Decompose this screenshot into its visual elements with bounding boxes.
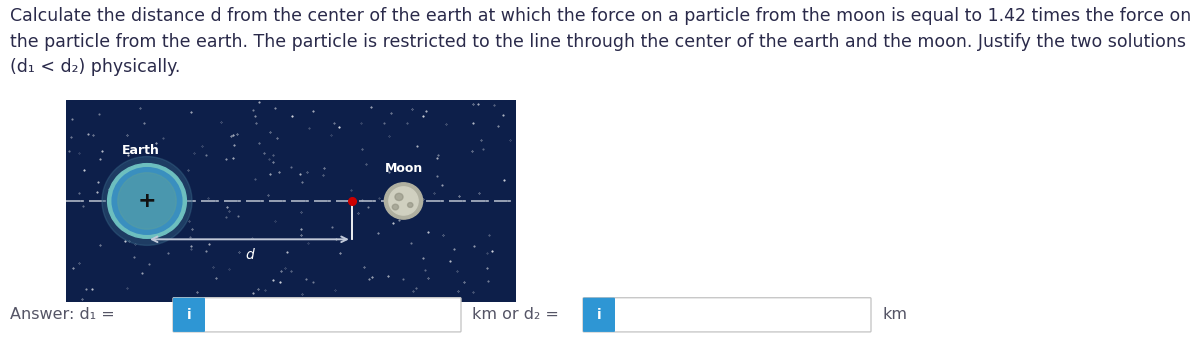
FancyBboxPatch shape	[583, 298, 616, 332]
Ellipse shape	[108, 164, 186, 238]
Text: Earth: Earth	[122, 144, 160, 157]
FancyBboxPatch shape	[173, 298, 205, 332]
Text: +: +	[138, 191, 156, 211]
Text: km: km	[882, 307, 907, 322]
Ellipse shape	[392, 204, 398, 210]
Text: i: i	[596, 308, 601, 322]
Text: km or d₂ =: km or d₂ =	[472, 307, 559, 322]
Text: Moon: Moon	[384, 162, 422, 175]
Ellipse shape	[102, 157, 192, 245]
Text: d: d	[245, 248, 253, 262]
Ellipse shape	[395, 193, 403, 200]
Text: Calculate the distance d from the center of the earth at which the force on a pa: Calculate the distance d from the center…	[10, 7, 1190, 76]
Ellipse shape	[112, 168, 182, 234]
FancyBboxPatch shape	[173, 298, 461, 332]
Text: Answer: d₁ =: Answer: d₁ =	[10, 307, 115, 322]
Ellipse shape	[118, 173, 176, 229]
FancyBboxPatch shape	[583, 298, 871, 332]
Ellipse shape	[389, 187, 418, 215]
Ellipse shape	[408, 203, 413, 207]
Text: i: i	[187, 308, 191, 322]
Ellipse shape	[384, 183, 422, 219]
